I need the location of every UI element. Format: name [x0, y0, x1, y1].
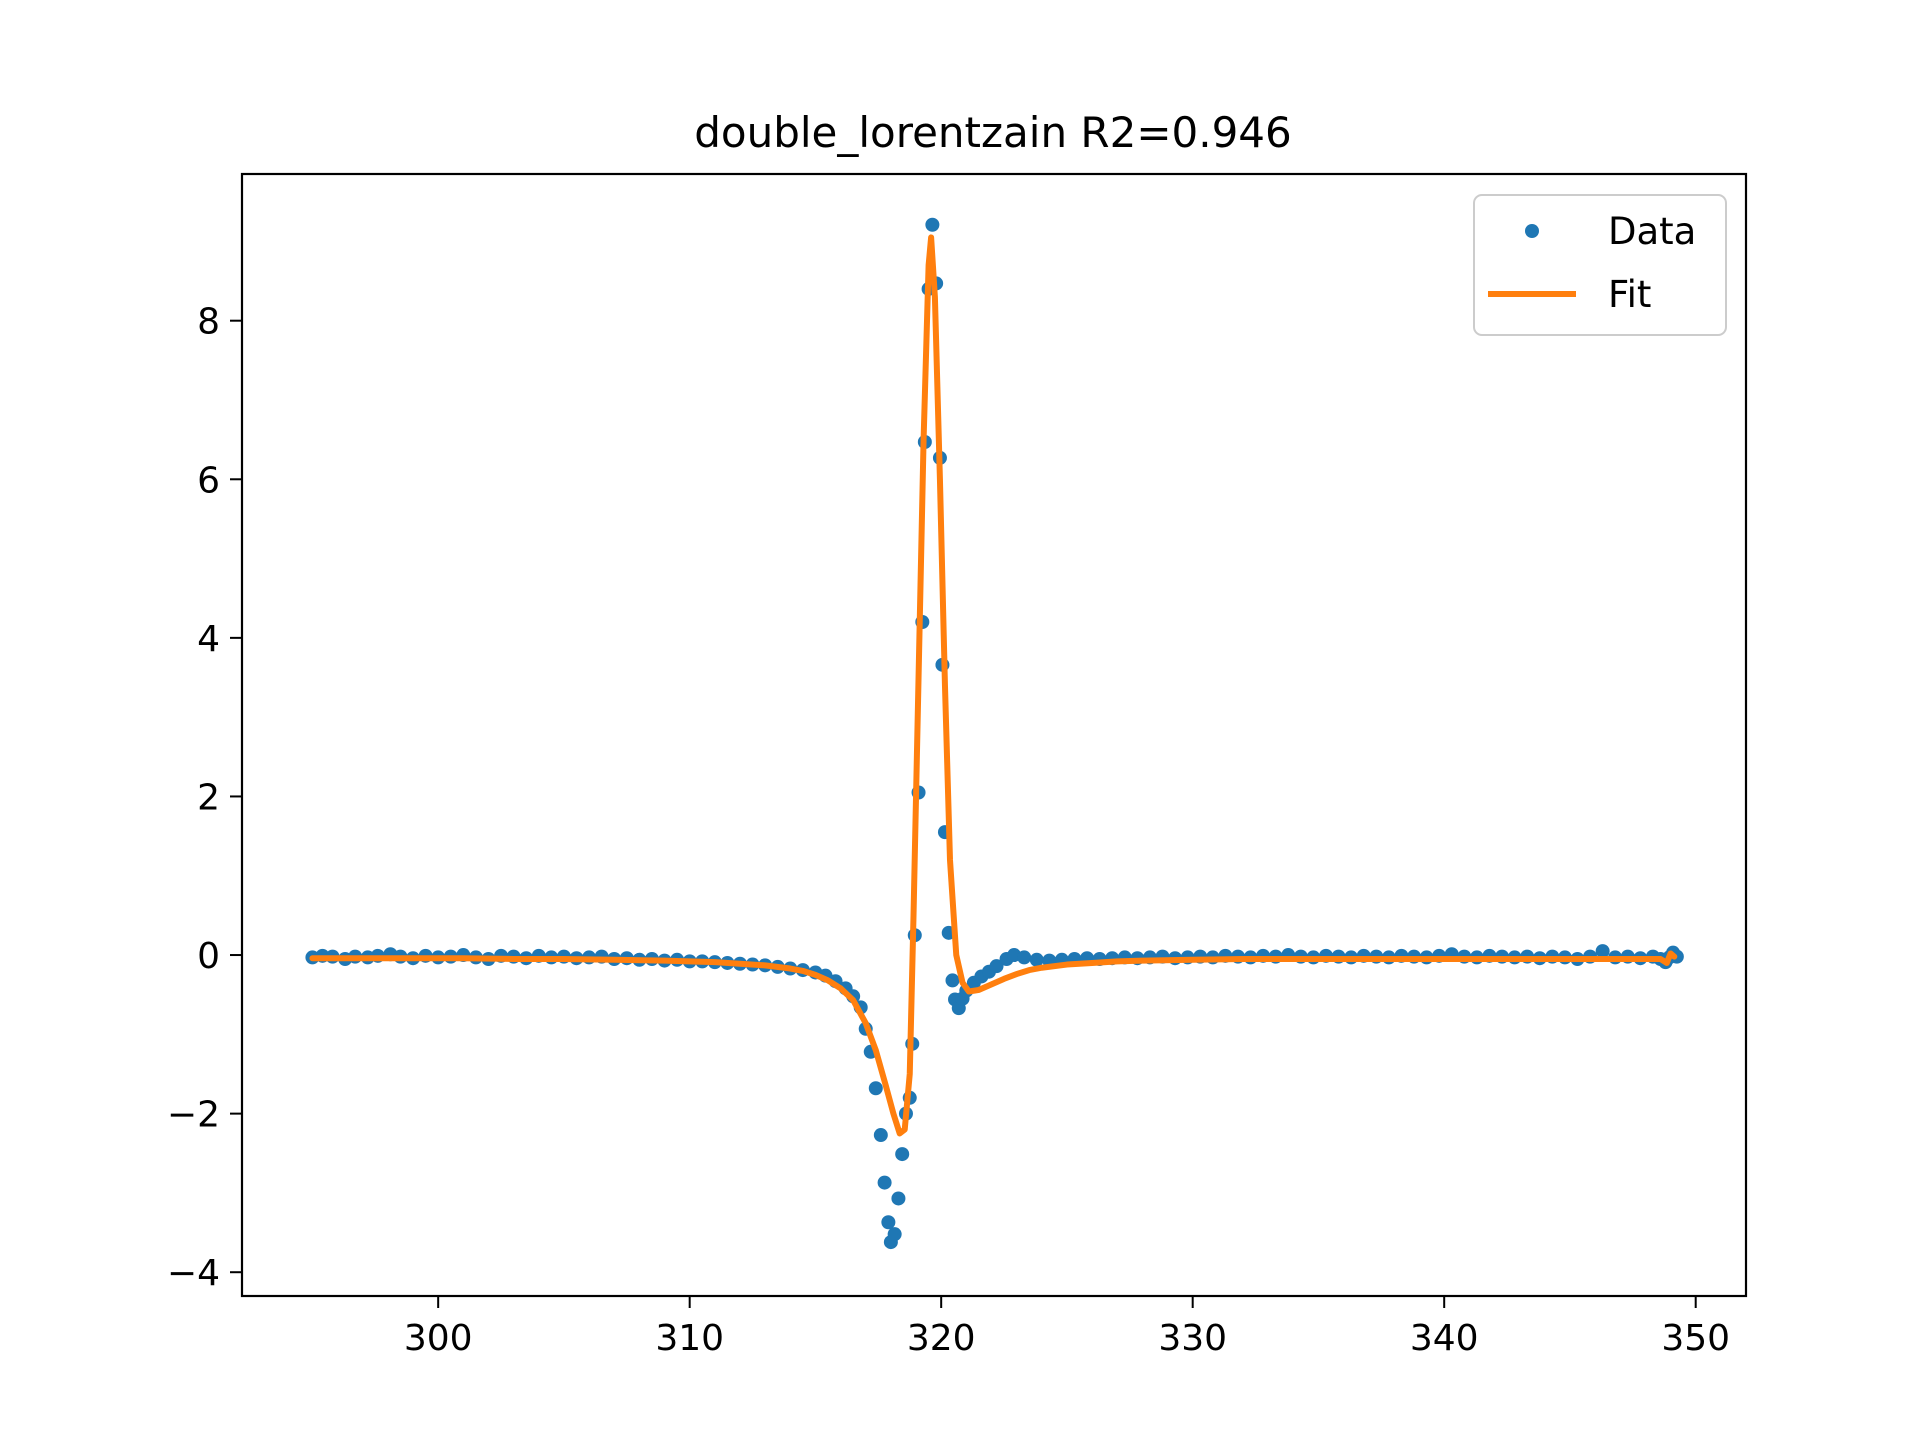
x-tick-label: 300 [404, 1318, 473, 1359]
data-point [989, 959, 1004, 974]
x-tick-label: 340 [1410, 1318, 1479, 1359]
series-fit-line [309, 234, 1678, 1137]
y-tick-label: 6 [197, 460, 220, 501]
data-point [1017, 950, 1032, 965]
chart-title: double_lorentzain R2=0.946 [694, 108, 1292, 157]
x-tick-label: 310 [655, 1318, 724, 1359]
x-tick-label: 350 [1661, 1318, 1730, 1359]
data-point [873, 1128, 888, 1143]
legend-data-marker [1525, 224, 1539, 238]
legend-data-label: Data [1608, 210, 1696, 253]
data-point [887, 1227, 902, 1242]
data-point [877, 1175, 892, 1190]
data-point [891, 1191, 906, 1206]
data-point [895, 1147, 910, 1162]
plot-area [305, 217, 1684, 1250]
x-axis: 300 310 320 330 340 350 [404, 1296, 1730, 1359]
x-tick-label: 330 [1158, 1318, 1227, 1359]
x-tick-label: 320 [907, 1318, 976, 1359]
y-tick-label: 4 [197, 619, 220, 660]
data-point [945, 973, 960, 988]
y-tick-label: 2 [197, 777, 220, 818]
axes-frame [240, 172, 1748, 1298]
y-axis: −4 −2 0 2 4 6 8 [167, 302, 242, 1294]
legend-fit-label: Fit [1608, 273, 1651, 316]
legend: Data Fit [1473, 194, 1727, 336]
data-point [925, 217, 940, 232]
y-tick-label: −4 [167, 1253, 220, 1294]
y-tick-label: −2 [167, 1095, 220, 1136]
data-point [1029, 952, 1044, 967]
y-tick-label: 0 [197, 936, 220, 977]
data-point [1595, 944, 1610, 959]
data-point [881, 1215, 896, 1230]
y-tick-label: 8 [197, 302, 220, 343]
data-point [868, 1081, 883, 1096]
